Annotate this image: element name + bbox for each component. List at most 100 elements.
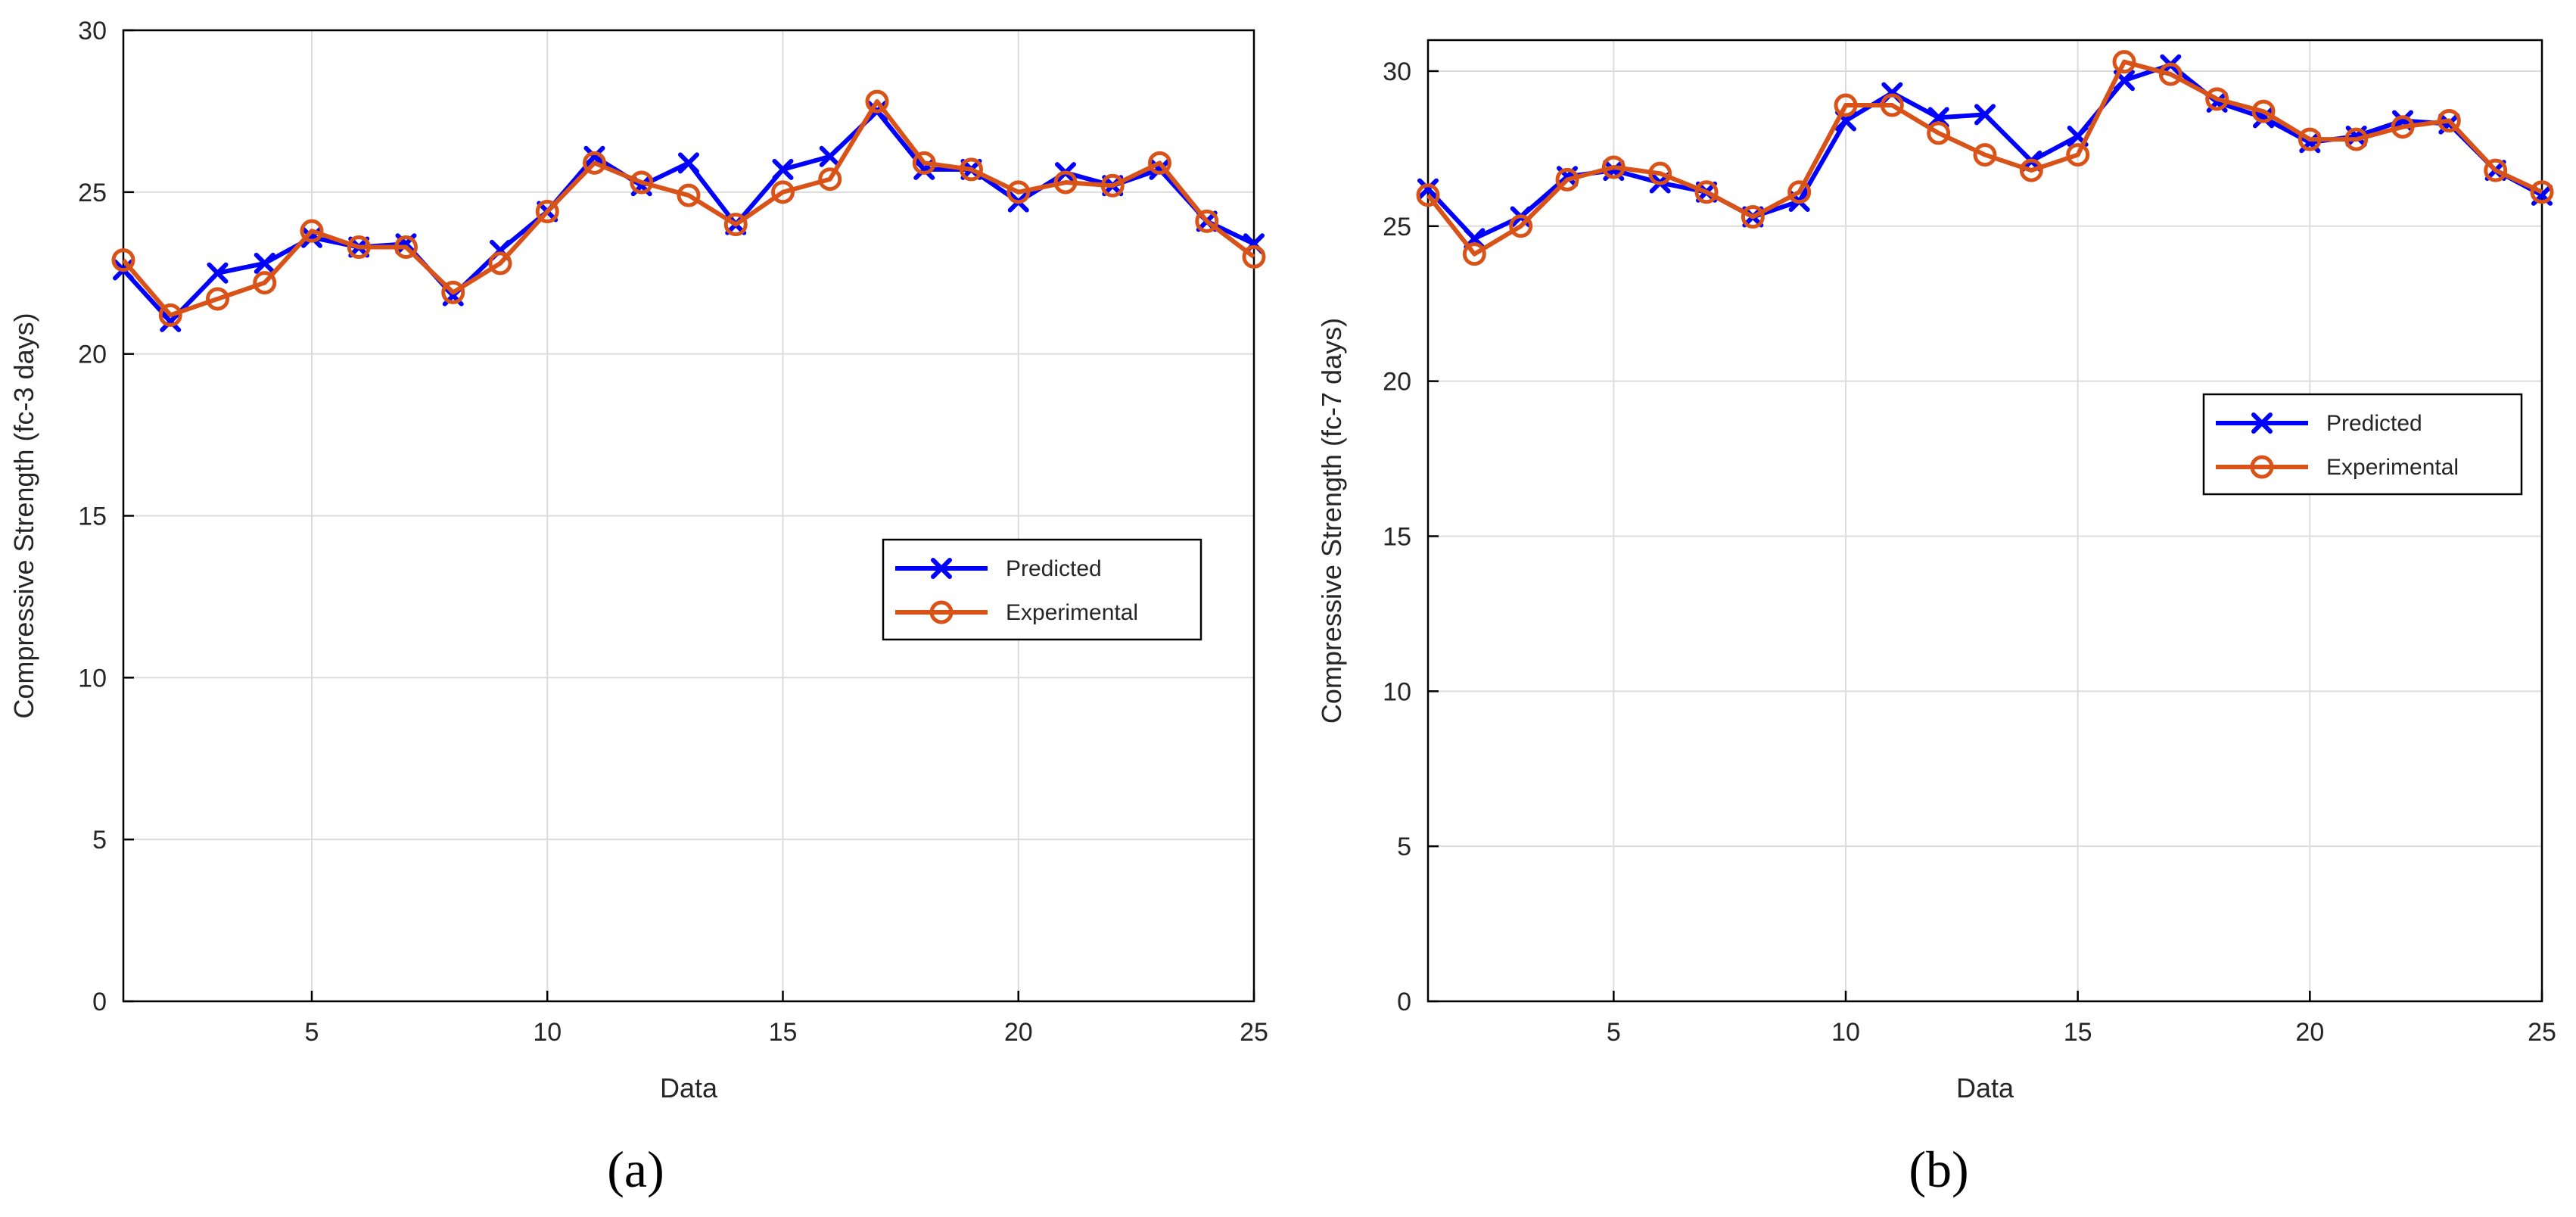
data-point-predicted-stroke-2 [678, 152, 699, 174]
y-tick-label: 5 [1397, 833, 1411, 861]
y-tick-label: 25 [1383, 213, 1411, 241]
legend-marker-predicted-stroke-2 [2251, 412, 2273, 434]
data-point-predicted [160, 310, 182, 332]
legend-box [882, 538, 1202, 641]
x-tick-label: 5 [305, 1018, 319, 1047]
data-point-experimental [206, 287, 229, 311]
data-point-experimental [1880, 93, 1904, 117]
legend-marker-experimental [929, 600, 954, 624]
data-point-experimental [1927, 121, 1951, 145]
y-tick-label: 5 [92, 826, 107, 854]
plot-area [1428, 40, 2542, 1001]
legend: Predicted Experimental [2202, 393, 2523, 496]
legend-label-experimental: Experimental [2326, 455, 2459, 480]
data-point-experimental [1555, 167, 1579, 191]
y-tick-label: 10 [1383, 677, 1411, 706]
y-tick-label: 15 [1383, 522, 1411, 551]
chart-a: 5 10 15 20 25 0 5 10 15 20 25 30 Data Compressive Str… [8, 17, 1268, 1103]
legend-marker-predicted [2251, 412, 2273, 434]
data-point-experimental [111, 248, 135, 272]
y-tick-label: 20 [78, 341, 107, 369]
data-point-predicted-stroke-2 [583, 145, 605, 167]
data-point-experimental [1100, 173, 1125, 198]
y-tick-label: 15 [78, 503, 107, 531]
data-point-experimental [723, 213, 748, 237]
data-point-experimental [347, 235, 371, 260]
axes-box [1426, 39, 2543, 1003]
legend-label-predicted: Predicted [2326, 411, 2422, 436]
data-point-experimental [1053, 170, 1078, 195]
data-point-experimental [2391, 115, 2415, 139]
data-point-predicted-stroke-2 [2067, 126, 2089, 147]
series-line-experimental [121, 99, 1255, 318]
data-point-experimental [535, 199, 559, 223]
series-line-experimental [1426, 59, 2543, 257]
data-point-experimental [441, 280, 465, 304]
data-point-experimental [2158, 62, 2182, 86]
data-point-experimental [1148, 151, 1171, 175]
x-tick-label: 15 [769, 1018, 798, 1047]
data-point-predicted-stroke-2 [2114, 70, 2135, 92]
x-tick-label: 5 [1607, 1018, 1621, 1047]
data-point-experimental [2530, 180, 2554, 204]
data-point-experimental [488, 251, 512, 275]
y-tick-label: 0 [92, 988, 107, 1016]
data-point-experimental [1741, 205, 1765, 229]
data-point-experimental [2019, 158, 2043, 182]
data-point-experimental [1006, 180, 1031, 204]
data-point-predicted-stroke-2 [2253, 107, 2274, 129]
legend-marker-predicted [931, 558, 952, 579]
data-point-experimental [583, 151, 606, 175]
chart-b: 5 10 15 20 25 0 5 10 15 20 25 30 Data Compressive Str… [1316, 39, 2556, 1103]
legend-box [2202, 393, 2523, 496]
legend-label-predicted: Predicted [1006, 556, 1102, 581]
data-point-experimental [1694, 180, 1719, 204]
x-axis-label: Data [1956, 1072, 2014, 1103]
data-point-predicted-stroke-2 [160, 310, 182, 332]
data-point-experimental [818, 167, 842, 191]
legend: Predicted Experimental [882, 538, 1202, 641]
panel-label-b: (b) [1909, 1141, 1968, 1198]
x-tick-label: 10 [1831, 1018, 1860, 1047]
x-tick-label: 25 [1240, 1018, 1268, 1047]
data-point-predicted [254, 252, 275, 274]
data-point-predicted [583, 145, 605, 167]
data-point-predicted [772, 158, 794, 180]
data-point-experimental [677, 183, 701, 207]
data-point-experimental [2112, 50, 2136, 74]
x-tick-label: 10 [533, 1018, 562, 1047]
data-point-experimental [1242, 244, 1266, 269]
data-point-predicted-stroke-2 [254, 252, 275, 274]
data-point-experimental [1834, 93, 1858, 117]
data-point-experimental [1973, 143, 1997, 167]
x-tick-label: 25 [2528, 1018, 2556, 1047]
data-point-experimental [300, 219, 324, 243]
data-point-predicted [1417, 178, 1439, 200]
panel-label-a: (a) [607, 1141, 664, 1198]
y-tick-label: 10 [78, 664, 107, 693]
y-tick-label: 30 [1383, 58, 1411, 86]
data-point-experimental [394, 235, 418, 260]
data-point-experimental [771, 180, 795, 204]
x-tick-label: 20 [1004, 1018, 1033, 1047]
data-point-experimental [1648, 161, 1672, 185]
data-point-experimental [158, 303, 182, 327]
data-point-experimental [1195, 209, 1219, 233]
x-axis-label: Data [660, 1072, 718, 1103]
y-tick-label: 30 [78, 17, 107, 45]
data-point-predicted [819, 145, 841, 167]
x-tick-label: 15 [2064, 1018, 2092, 1047]
y-tick-label: 25 [78, 179, 107, 207]
legend-label-experimental: Experimental [1006, 600, 1138, 625]
data-point-experimental [2344, 127, 2369, 151]
legend-marker-experimental [2250, 455, 2274, 479]
data-point-experimental [1509, 214, 1533, 238]
data-point-experimental [960, 157, 983, 182]
data-point-predicted-stroke-2 [1417, 178, 1439, 200]
legend-marker-predicted-stroke-2 [931, 558, 952, 579]
data-point-predicted-stroke-2 [1974, 104, 1996, 126]
data-point-predicted-stroke-2 [772, 158, 794, 180]
data-point-experimental [2298, 127, 2322, 151]
data-point-experimental [253, 271, 277, 295]
